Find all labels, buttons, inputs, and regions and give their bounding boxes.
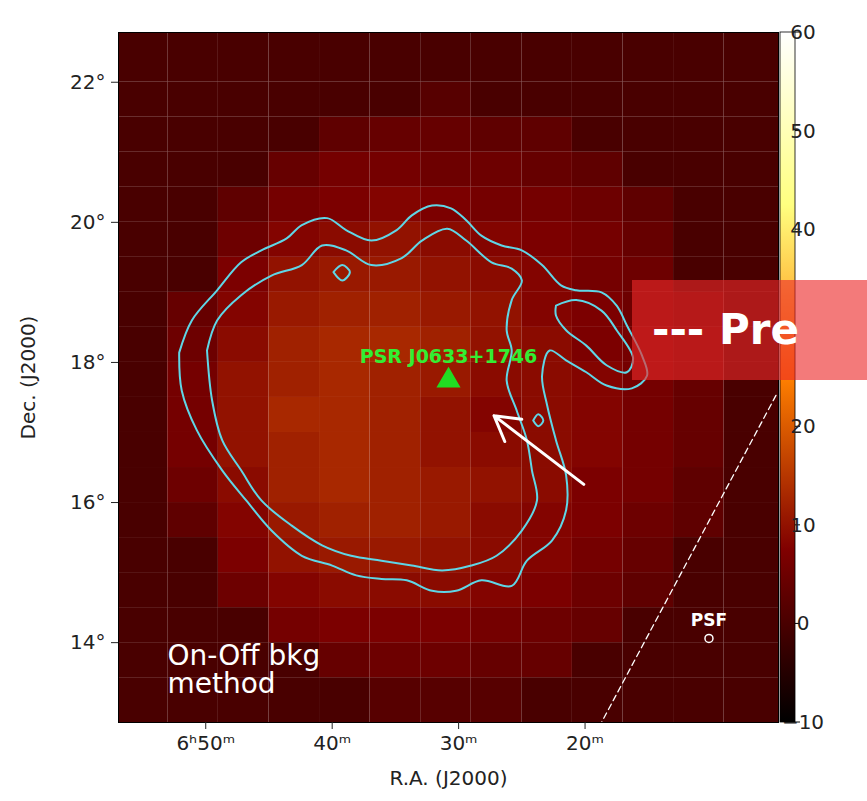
svg-text:On-Off bkgmethod: On-Off bkgmethod (168, 639, 321, 700)
svg-text:Dec. (J2000): Dec. (J2000) (16, 316, 40, 440)
svg-text:R.A. (J2000): R.A. (J2000) (390, 766, 508, 790)
svg-text:22°: 22° (70, 70, 105, 94)
svg-text:0: 0 (797, 611, 810, 635)
svg-text:40: 40 (790, 217, 815, 241)
svg-text:18°: 18° (70, 350, 105, 374)
svg-text:40ᵐ: 40ᵐ (313, 731, 351, 755)
svg-text:60: 60 (790, 20, 815, 44)
svg-text:6ʰ50ᵐ: 6ʰ50ᵐ (176, 731, 235, 755)
svg-text:PSF: PSF (691, 610, 727, 630)
svg-text:30ᵐ: 30ᵐ (440, 731, 478, 755)
svg-text:20: 20 (790, 414, 815, 438)
svg-text:10: 10 (790, 513, 815, 537)
svg-text:50: 50 (790, 119, 815, 143)
html-text:--- Pre: --- Pre (652, 305, 799, 354)
svg-text:20ᵐ: 20ᵐ (566, 731, 604, 755)
svg-text:20°: 20° (70, 210, 105, 234)
svg-text:−10: −10 (782, 710, 824, 734)
svg-text:16°: 16° (70, 490, 105, 514)
svg-text:14°: 14° (70, 630, 105, 654)
svg-text:PSR J0633+1746: PSR J0633+1746 (360, 345, 538, 367)
